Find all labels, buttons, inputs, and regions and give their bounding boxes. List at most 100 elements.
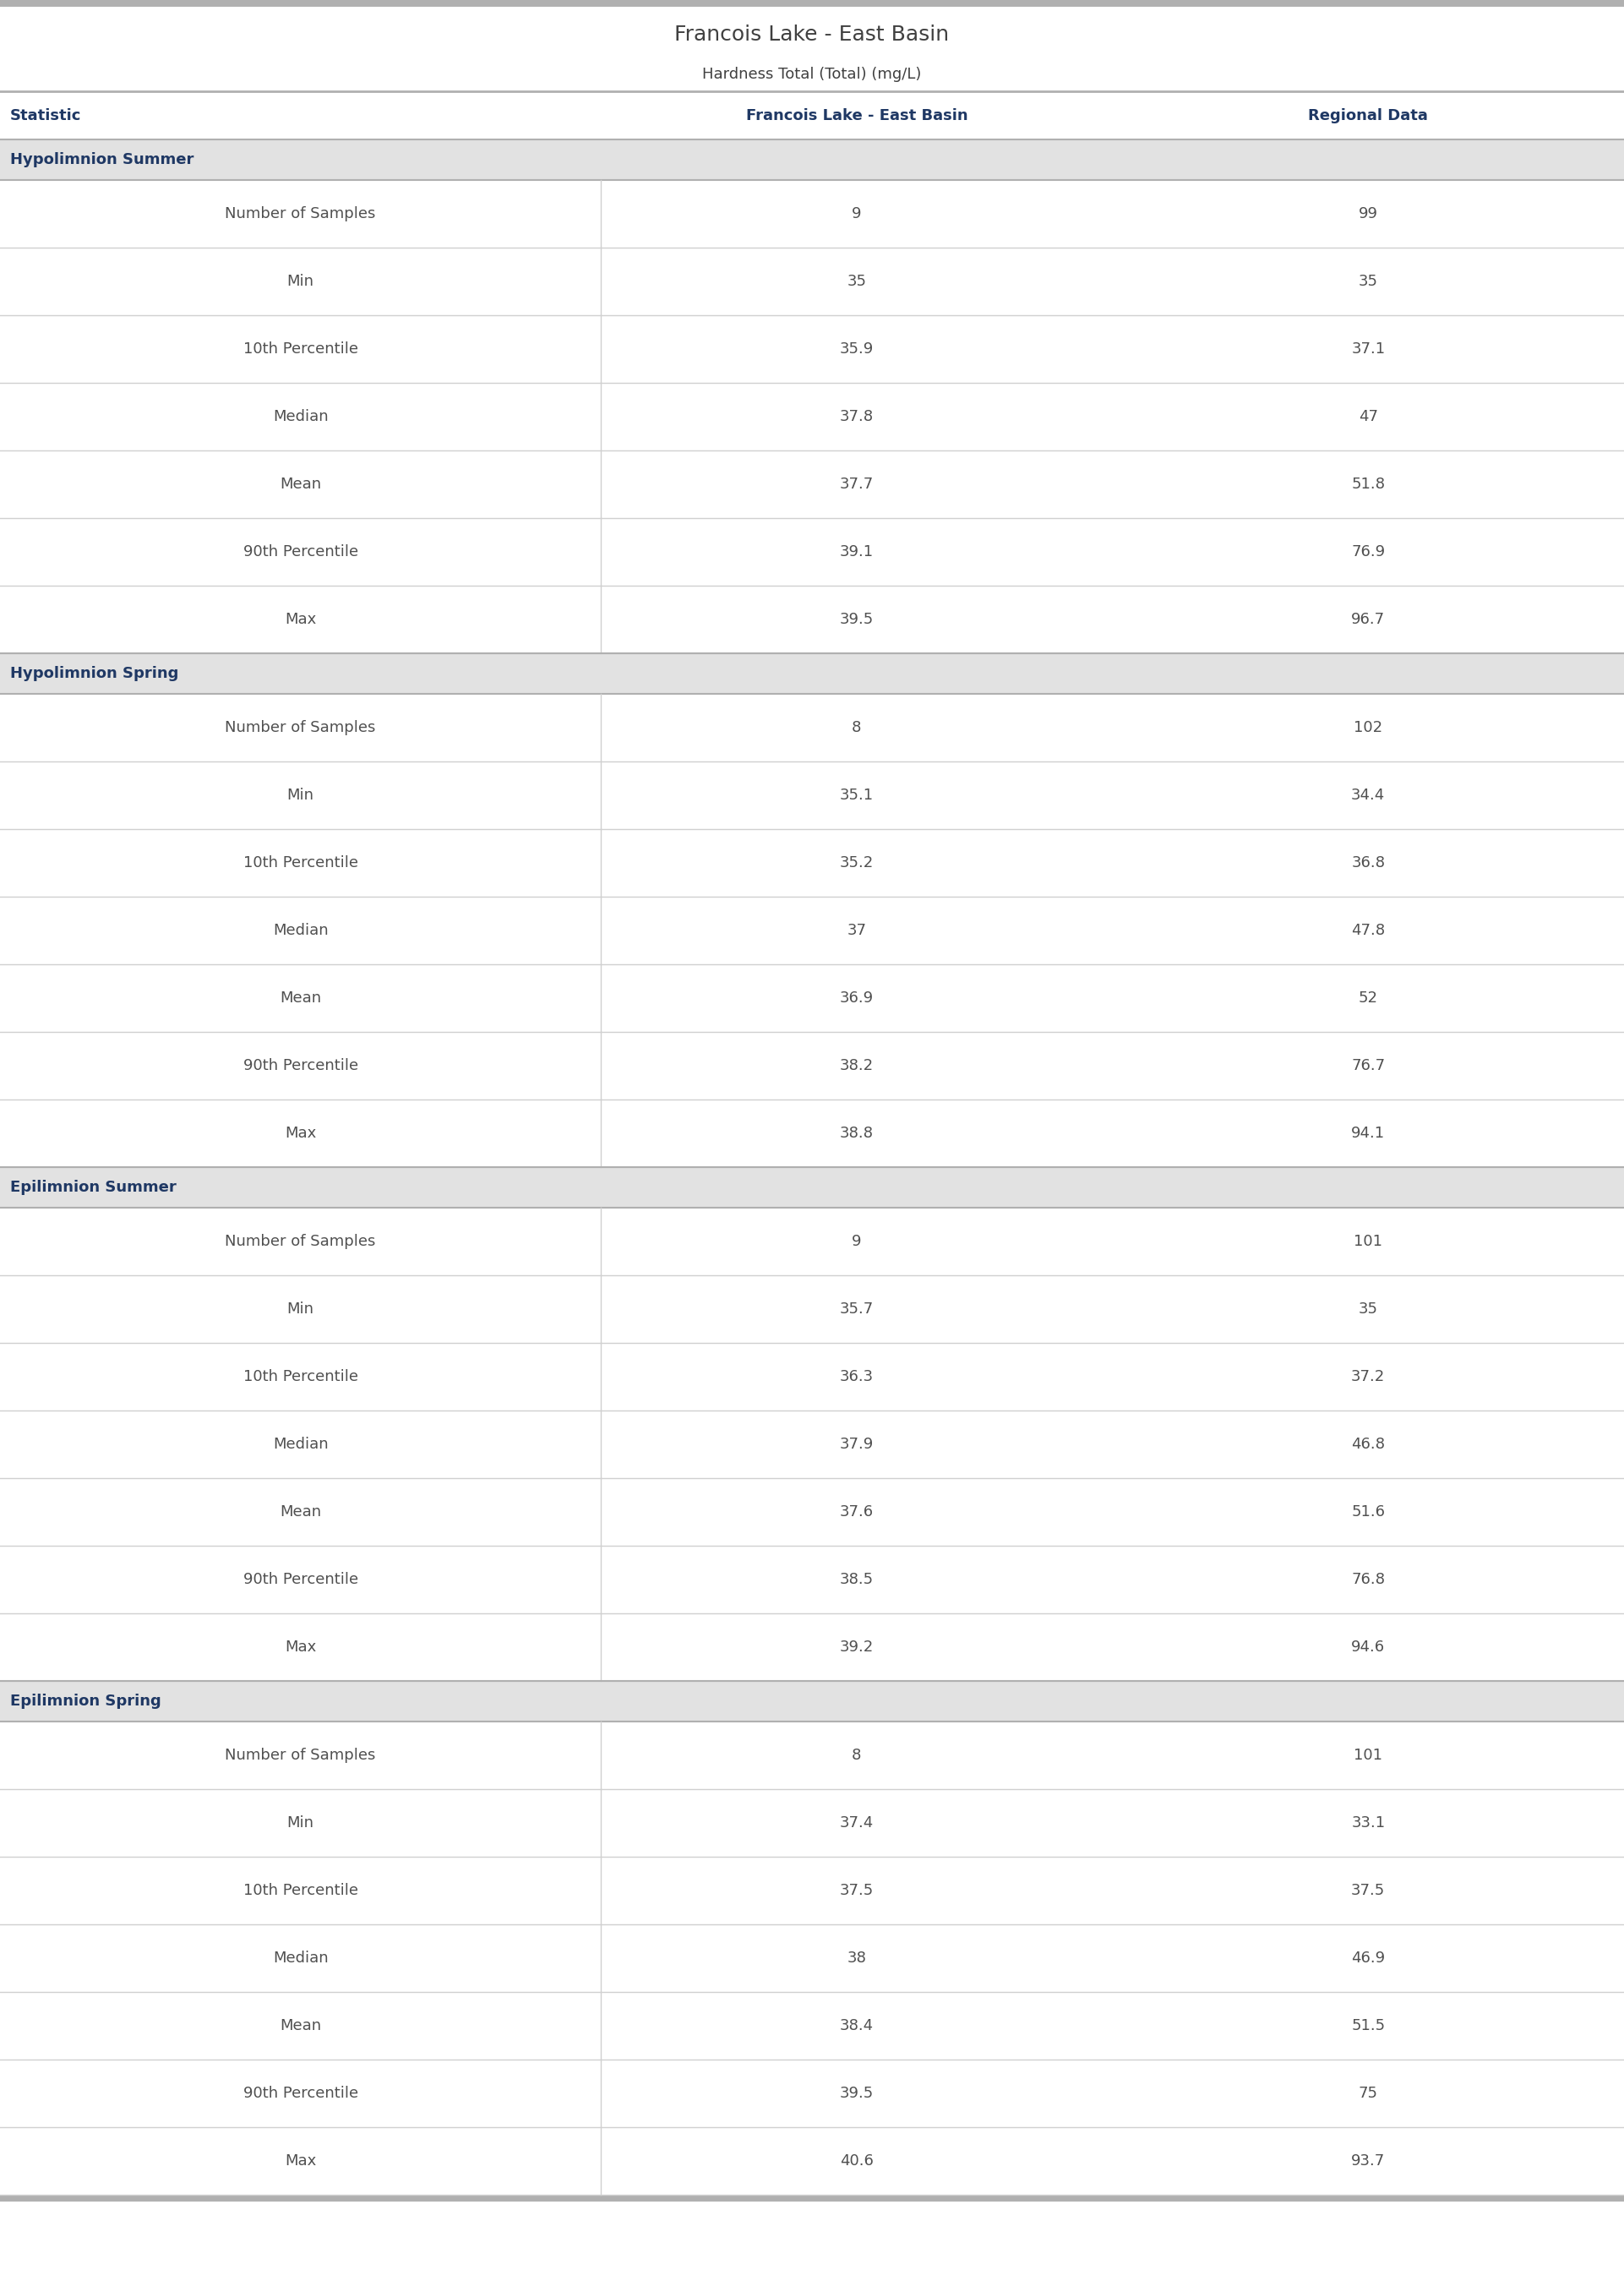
Bar (0, 1033, 1624, 1099)
Text: 37.6: 37.6 (840, 1505, 874, 1519)
Text: Median: Median (273, 1950, 328, 1966)
Text: Epilimnion Summer: Epilimnion Summer (10, 1180, 177, 1194)
Text: 51.5: 51.5 (1351, 2018, 1385, 2034)
Text: 90th Percentile: 90th Percentile (244, 1058, 357, 1074)
Bar (0, 449, 1624, 518)
Text: 90th Percentile: 90th Percentile (244, 1571, 357, 1587)
Text: 90th Percentile: 90th Percentile (244, 545, 357, 558)
Text: 33.1: 33.1 (1351, 1816, 1385, 1830)
Text: Number of Samples: Number of Samples (226, 207, 375, 222)
Text: 10th Percentile: 10th Percentile (244, 1369, 357, 1385)
Bar (0, 179, 1624, 247)
Text: 37.4: 37.4 (840, 1816, 874, 1830)
Bar (0, 316, 1624, 384)
Text: 36.3: 36.3 (840, 1369, 874, 1385)
Text: 38.2: 38.2 (840, 1058, 874, 1074)
Bar (0, 1614, 1624, 1682)
Text: Number of Samples: Number of Samples (226, 1748, 375, 1764)
Bar (0, 965, 1624, 1033)
Text: Epilimnion Spring: Epilimnion Spring (10, 1693, 161, 1709)
Text: 96.7: 96.7 (1351, 613, 1385, 627)
Text: 9: 9 (853, 207, 861, 222)
Text: 94.6: 94.6 (1351, 1639, 1385, 1655)
Text: 8: 8 (853, 1748, 861, 1764)
Text: 99: 99 (1359, 207, 1377, 222)
Text: Max: Max (284, 1126, 317, 1142)
Bar (0, 518, 1624, 586)
Text: 76.9: 76.9 (1351, 545, 1385, 558)
Text: 37.9: 37.9 (840, 1437, 874, 1453)
Text: 101: 101 (1354, 1748, 1382, 1764)
Text: 37: 37 (848, 924, 866, 938)
Text: 47: 47 (1359, 409, 1377, 424)
Bar (0, 1478, 1624, 1546)
Text: 39.5: 39.5 (840, 613, 874, 627)
Bar (0, 1276, 1624, 1344)
Bar (0, 1208, 1624, 1276)
Text: Min: Min (287, 275, 313, 288)
Bar (0, 586, 1624, 654)
Text: Francois Lake - East Basin: Francois Lake - East Basin (674, 25, 950, 45)
Text: 37.5: 37.5 (1351, 1882, 1385, 1898)
Bar (0, 384, 1624, 449)
Bar (0, 1925, 1624, 1993)
Text: 38: 38 (848, 1950, 866, 1966)
Bar (0, 897, 1624, 965)
Text: 35.2: 35.2 (840, 856, 874, 869)
Text: Hypolimnion Spring: Hypolimnion Spring (10, 665, 179, 681)
Bar (0, 1099, 1624, 1167)
Text: Mean: Mean (279, 477, 322, 493)
Text: Number of Samples: Number of Samples (226, 720, 375, 735)
Text: Median: Median (273, 924, 328, 938)
Text: Number of Samples: Number of Samples (226, 1235, 375, 1249)
Bar (0, 2127, 1624, 2195)
Bar (0, 1993, 1624, 2059)
Bar (0, 1167, 1624, 1208)
Text: Regional Data: Regional Data (1309, 109, 1427, 125)
Bar (0, 2059, 1624, 2127)
Text: 76.8: 76.8 (1351, 1571, 1385, 1587)
Text: 46.8: 46.8 (1351, 1437, 1385, 1453)
Text: 94.1: 94.1 (1351, 1126, 1385, 1142)
Text: 10th Percentile: 10th Percentile (244, 340, 357, 356)
Text: Max: Max (284, 613, 317, 627)
Text: 37.7: 37.7 (840, 477, 874, 493)
Text: 39.5: 39.5 (840, 2086, 874, 2102)
Text: 35.7: 35.7 (840, 1301, 874, 1317)
Text: Min: Min (287, 1301, 313, 1317)
Bar (0, 1857, 1624, 1925)
Bar (0, 1789, 1624, 1857)
Bar (0, 247, 1624, 316)
Text: Statistic: Statistic (10, 109, 81, 125)
Text: Median: Median (273, 409, 328, 424)
Bar (0, 760, 1624, 829)
Text: 93.7: 93.7 (1351, 2154, 1385, 2168)
Bar (0, 695, 1624, 760)
Text: 37.8: 37.8 (840, 409, 874, 424)
Text: 10th Percentile: 10th Percentile (244, 1882, 357, 1898)
Text: 39.1: 39.1 (840, 545, 874, 558)
Bar (0, 829, 1624, 897)
Bar (0, 1721, 1624, 1789)
Text: 101: 101 (1354, 1235, 1382, 1249)
Text: 35.9: 35.9 (840, 340, 874, 356)
Bar (0, 1546, 1624, 1614)
Text: 9: 9 (853, 1235, 861, 1249)
Text: 38.8: 38.8 (840, 1126, 874, 1142)
Text: Francois Lake - East Basin: Francois Lake - East Basin (745, 109, 968, 125)
Text: 75: 75 (1359, 2086, 1377, 2102)
Text: 36.9: 36.9 (840, 990, 874, 1006)
Text: 37.5: 37.5 (840, 1882, 874, 1898)
Text: Min: Min (287, 1816, 313, 1830)
Text: 47.8: 47.8 (1351, 924, 1385, 938)
Text: Max: Max (284, 1639, 317, 1655)
Bar (0, 1344, 1624, 1410)
Text: 90th Percentile: 90th Percentile (244, 2086, 357, 2102)
Bar (0, 138, 1624, 179)
Text: 51.6: 51.6 (1351, 1505, 1385, 1519)
Text: Hardness Total (Total) (mg/L): Hardness Total (Total) (mg/L) (703, 66, 921, 82)
Text: Mean: Mean (279, 990, 322, 1006)
Text: 35: 35 (848, 275, 866, 288)
Text: Mean: Mean (279, 1505, 322, 1519)
Text: 35: 35 (1359, 1301, 1377, 1317)
